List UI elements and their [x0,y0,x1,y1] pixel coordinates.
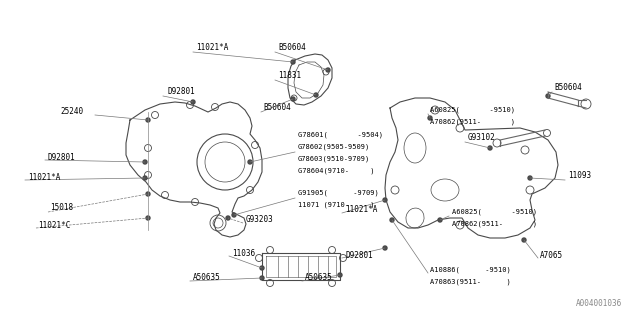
Text: G78603(9510-9709): G78603(9510-9709) [298,156,371,162]
Text: D92801: D92801 [345,251,372,260]
Circle shape [260,276,264,280]
Text: A60825(       -9510): A60825( -9510) [430,107,515,113]
Circle shape [291,60,295,64]
Text: 11093: 11093 [568,172,591,180]
Text: G78601(       -9504): G78601( -9504) [298,132,383,138]
Text: G93102: G93102 [468,133,496,142]
Text: A10886(      -9510): A10886( -9510) [430,267,511,273]
Circle shape [338,273,342,277]
Text: D92801: D92801 [167,87,195,97]
Text: G93203: G93203 [246,215,274,225]
Circle shape [488,146,492,150]
Text: B50604: B50604 [554,84,582,92]
Circle shape [146,216,150,220]
Text: 11831: 11831 [278,71,301,81]
Text: A60825(       -9510): A60825( -9510) [452,209,537,215]
Text: A70862(9511-       ): A70862(9511- ) [430,119,515,125]
Circle shape [428,116,432,120]
Text: 11021*C: 11021*C [38,220,70,229]
Circle shape [390,218,394,222]
Circle shape [522,238,526,242]
Circle shape [546,94,550,98]
Text: 11071 (9710-     ): 11071 (9710- ) [298,202,374,208]
Circle shape [226,216,230,220]
Circle shape [438,218,442,222]
Text: 25240: 25240 [60,108,83,116]
Circle shape [260,266,264,270]
Circle shape [232,213,236,217]
Circle shape [326,68,330,72]
Text: G78604(9710-     ): G78604(9710- ) [298,168,374,174]
Circle shape [146,118,150,122]
Text: 11036: 11036 [232,249,255,258]
Circle shape [528,176,532,180]
Text: 15018: 15018 [50,204,73,212]
Text: D92801: D92801 [48,153,76,162]
Circle shape [314,93,318,97]
Circle shape [383,246,387,250]
Text: G91905(      -9709): G91905( -9709) [298,190,379,196]
Text: 11021*A: 11021*A [28,173,60,182]
Circle shape [191,100,195,104]
Text: 11021*A: 11021*A [196,44,228,52]
Text: 11021*A: 11021*A [345,205,378,214]
Circle shape [248,160,252,164]
Text: A50635: A50635 [193,274,221,283]
Text: B50604: B50604 [263,103,291,113]
Circle shape [291,97,295,101]
Circle shape [383,198,387,202]
Text: B50604: B50604 [278,44,306,52]
Text: A004001036: A004001036 [576,299,622,308]
Text: A50635: A50635 [305,274,333,283]
Text: G78602(9505-9509): G78602(9505-9509) [298,144,371,150]
Text: A70862(9511-       ): A70862(9511- ) [452,221,537,227]
Text: A7065: A7065 [540,251,563,260]
Circle shape [146,192,150,196]
Circle shape [143,160,147,164]
Text: A70863(9511-      ): A70863(9511- ) [430,279,511,285]
Circle shape [143,176,147,180]
